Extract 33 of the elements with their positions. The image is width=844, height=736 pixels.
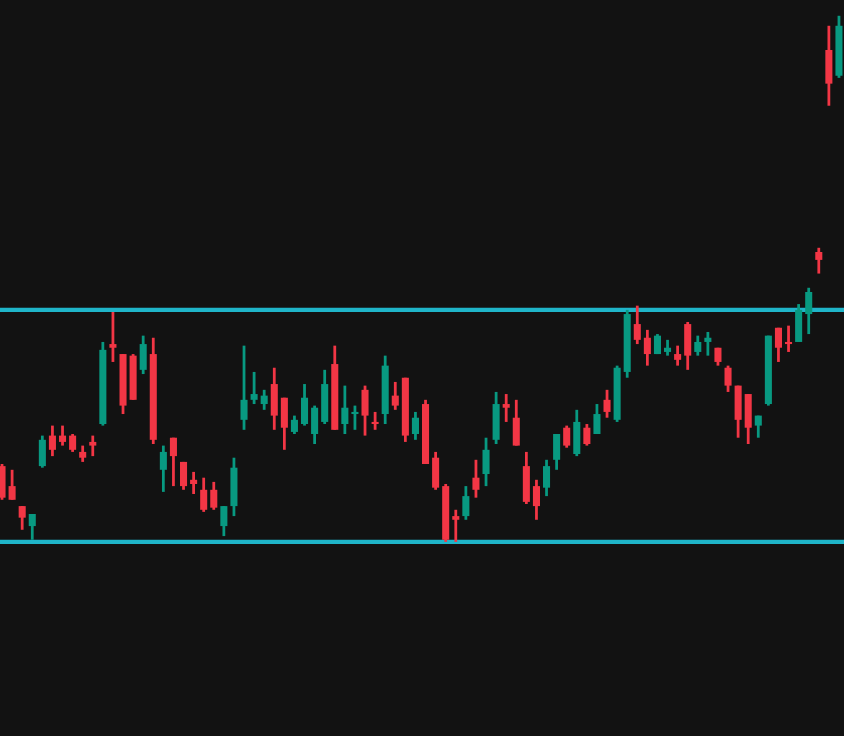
- candlestick: [704, 330, 712, 358]
- candlestick: [543, 458, 551, 498]
- candlestick: [694, 334, 702, 358]
- candlestick: [583, 422, 591, 447]
- candlestick: [502, 392, 510, 424]
- candlestick: [815, 246, 823, 275]
- candlestick: [139, 334, 147, 376]
- candlestick: [553, 432, 561, 472]
- candlestick: [825, 24, 833, 108]
- candlestick: [492, 390, 500, 446]
- candlestick: [18, 504, 26, 532]
- candlestick: [28, 512, 36, 542]
- candlestick: [159, 444, 167, 494]
- candlestick: [230, 456, 238, 518]
- candlestick: [411, 410, 419, 442]
- candlestick: [371, 410, 379, 432]
- candlestick: [109, 310, 117, 364]
- candlestick: [482, 436, 490, 488]
- candlestick: [169, 436, 177, 488]
- candlestick: [512, 398, 520, 447]
- candlestick: [220, 504, 228, 538]
- candlestick: [724, 364, 732, 394]
- candlestick: [38, 434, 46, 470]
- candlestick: [462, 484, 470, 522]
- candlestick: [89, 434, 97, 458]
- candlestick: [563, 424, 571, 450]
- candlestick: [603, 388, 611, 420]
- candlestick: [472, 458, 480, 500]
- candlestick: [240, 344, 248, 432]
- candlestick: [361, 384, 369, 437]
- candlestick: [573, 408, 581, 458]
- candlestick: [8, 468, 16, 502]
- candlestick: [593, 402, 601, 436]
